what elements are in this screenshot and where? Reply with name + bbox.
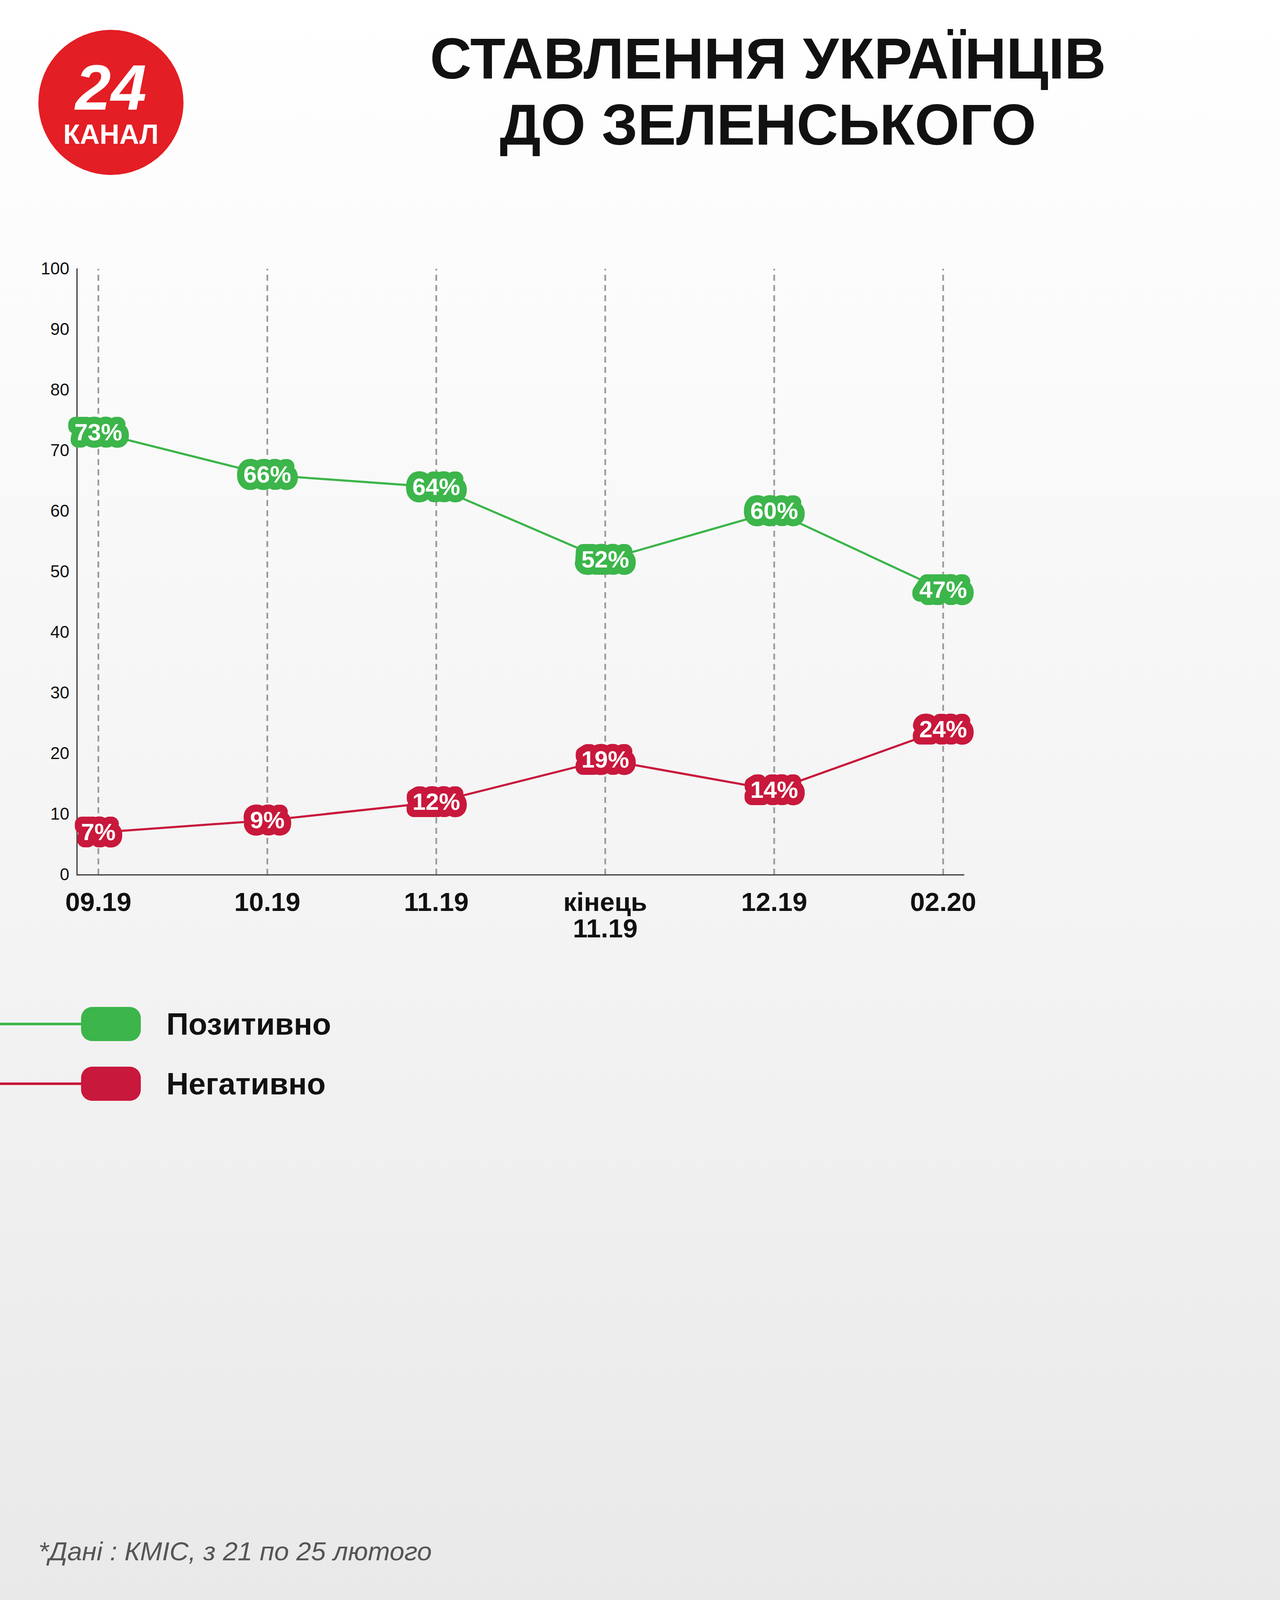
svg-text:80: 80 [50,380,70,399]
html-text:*Дані : КМІС, з 21 по 25 лютог: *Дані : КМІС, з 21 по 25 лютого [38,1536,432,1566]
svg-text:30: 30 [50,683,70,702]
svg-text:7%: 7% [81,818,116,846]
svg-text:02.20: 02.20 [910,887,977,917]
svg-text:40: 40 [50,622,70,642]
html-text:24: 24 [75,51,147,124]
svg-text:70: 70 [50,440,70,460]
svg-text:14%: 14% [750,776,798,803]
svg-text:кінець11.19: кінець11.19 [563,887,647,943]
svg-text:20: 20 [50,743,70,763]
svg-text:10: 10 [50,804,70,824]
svg-text:9%: 9% [250,806,285,834]
html-text:Негативно: Негативно [166,1066,326,1101]
svg-text:19%: 19% [581,745,629,773]
svg-text:10.19: 10.19 [234,887,301,917]
svg-text:66%: 66% [243,460,291,488]
svg-text:60%: 60% [750,497,798,524]
html-text:Позитивно: Позитивно [166,1006,332,1042]
svg-text:12.19: 12.19 [741,887,808,917]
svg-text:11.19: 11.19 [404,887,469,917]
svg-text:47%: 47% [919,576,967,603]
svg-text:50: 50 [50,561,70,581]
html-text:СТАВЛЕННЯ УКРАЇНЦІВ ДО ЗЕЛЕНСЬ: СТАВЛЕННЯ УКРАЇНЦІВ ДО ЗЕЛЕНСЬКОГО [429,26,1107,158]
svg-text:12%: 12% [412,788,460,815]
html-text:КАНАЛ: КАНАЛ [63,118,159,150]
svg-text:60: 60 [50,501,70,521]
svg-text:0: 0 [59,864,70,884]
svg-text:24%: 24% [919,715,967,743]
svg-text:64%: 64% [412,473,460,501]
svg-text:09.19: 09.19 [65,887,132,917]
svg-text:73%: 73% [74,418,123,446]
svg-text:52%: 52% [581,545,629,573]
svg-text:90: 90 [50,319,70,339]
svg-text:100: 100 [40,258,70,278]
